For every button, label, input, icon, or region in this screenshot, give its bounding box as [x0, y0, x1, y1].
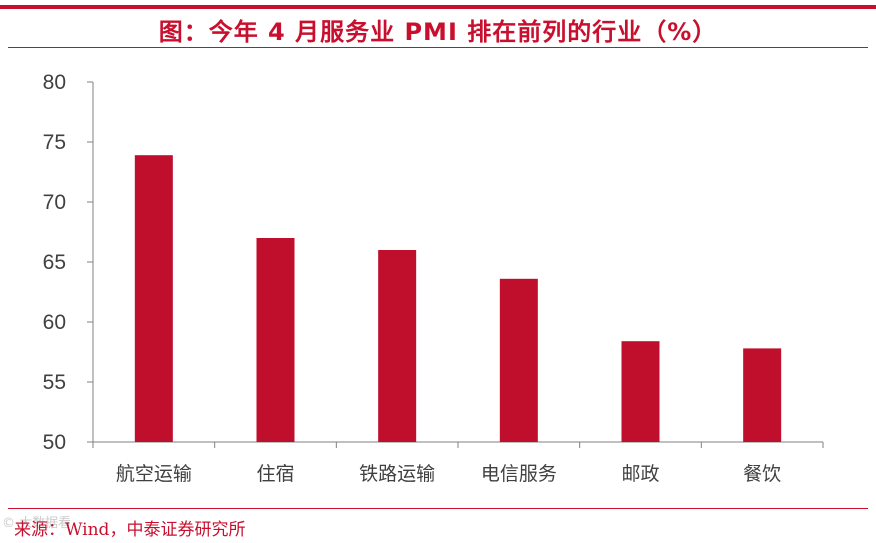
bar — [378, 250, 417, 442]
x-category-label: 电信服务 — [481, 463, 557, 485]
x-category-label: 铁路运输 — [359, 463, 435, 485]
x-category-label: 餐饮 — [743, 463, 781, 485]
bar — [621, 341, 660, 442]
bar — [743, 348, 782, 442]
y-tick-label: 80 — [43, 71, 66, 94]
bar — [256, 238, 295, 442]
x-category-label: 航空运输 — [116, 463, 192, 485]
top-accent-rule — [0, 5, 876, 9]
chart-title: 图：今年 4 月服务业 PMI 排在前列的行业（%） — [158, 18, 718, 46]
x-category-label: 住宿 — [256, 463, 294, 485]
y-tick-label: 70 — [43, 191, 66, 214]
y-tick-label: 50 — [43, 431, 66, 454]
x-category-label: 邮政 — [621, 463, 659, 485]
source-divider — [8, 508, 868, 509]
source-note: 来源：Wind，中泰证券研究所 — [14, 520, 246, 540]
y-tick-label: 60 — [43, 311, 66, 334]
bar — [134, 155, 173, 442]
watermark: © 大数据看 — [2, 516, 72, 531]
y-tick-label: 55 — [43, 371, 66, 394]
y-tick-label: 65 — [43, 251, 66, 274]
title-divider — [8, 47, 868, 48]
bar — [499, 278, 538, 442]
y-tick-label: 75 — [43, 131, 66, 154]
